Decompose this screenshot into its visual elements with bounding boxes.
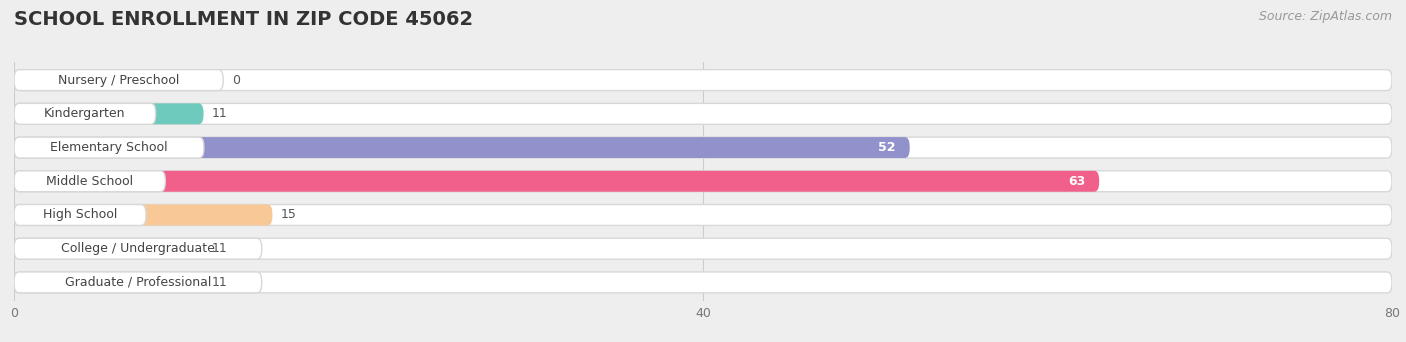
Text: Elementary School: Elementary School <box>51 141 167 154</box>
FancyBboxPatch shape <box>14 103 204 124</box>
FancyBboxPatch shape <box>14 272 204 293</box>
FancyBboxPatch shape <box>14 171 1099 192</box>
FancyBboxPatch shape <box>14 205 146 225</box>
Text: 0: 0 <box>232 74 240 87</box>
FancyBboxPatch shape <box>14 171 1392 192</box>
FancyBboxPatch shape <box>14 137 204 158</box>
Text: SCHOOL ENROLLMENT IN ZIP CODE 45062: SCHOOL ENROLLMENT IN ZIP CODE 45062 <box>14 10 474 29</box>
Text: Source: ZipAtlas.com: Source: ZipAtlas.com <box>1258 10 1392 23</box>
Text: 63: 63 <box>1069 175 1085 188</box>
Text: Graduate / Professional: Graduate / Professional <box>65 276 211 289</box>
Text: 11: 11 <box>212 242 228 255</box>
Text: High School: High School <box>42 209 117 222</box>
Text: 52: 52 <box>879 141 896 154</box>
FancyBboxPatch shape <box>14 70 224 91</box>
FancyBboxPatch shape <box>14 137 1392 158</box>
FancyBboxPatch shape <box>14 103 1392 124</box>
FancyBboxPatch shape <box>14 103 156 124</box>
FancyBboxPatch shape <box>14 205 1392 225</box>
Text: 11: 11 <box>212 107 228 120</box>
FancyBboxPatch shape <box>14 137 910 158</box>
Text: Nursery / Preschool: Nursery / Preschool <box>58 74 180 87</box>
Text: 15: 15 <box>281 209 297 222</box>
FancyBboxPatch shape <box>14 272 262 293</box>
FancyBboxPatch shape <box>14 70 1392 91</box>
Text: College / Undergraduate: College / Undergraduate <box>60 242 215 255</box>
FancyBboxPatch shape <box>14 205 273 225</box>
FancyBboxPatch shape <box>14 272 1392 293</box>
FancyBboxPatch shape <box>14 238 204 259</box>
Text: Middle School: Middle School <box>46 175 134 188</box>
FancyBboxPatch shape <box>14 238 1392 259</box>
Text: Kindergarten: Kindergarten <box>44 107 125 120</box>
FancyBboxPatch shape <box>14 238 262 259</box>
FancyBboxPatch shape <box>14 171 166 192</box>
Text: 11: 11 <box>212 276 228 289</box>
